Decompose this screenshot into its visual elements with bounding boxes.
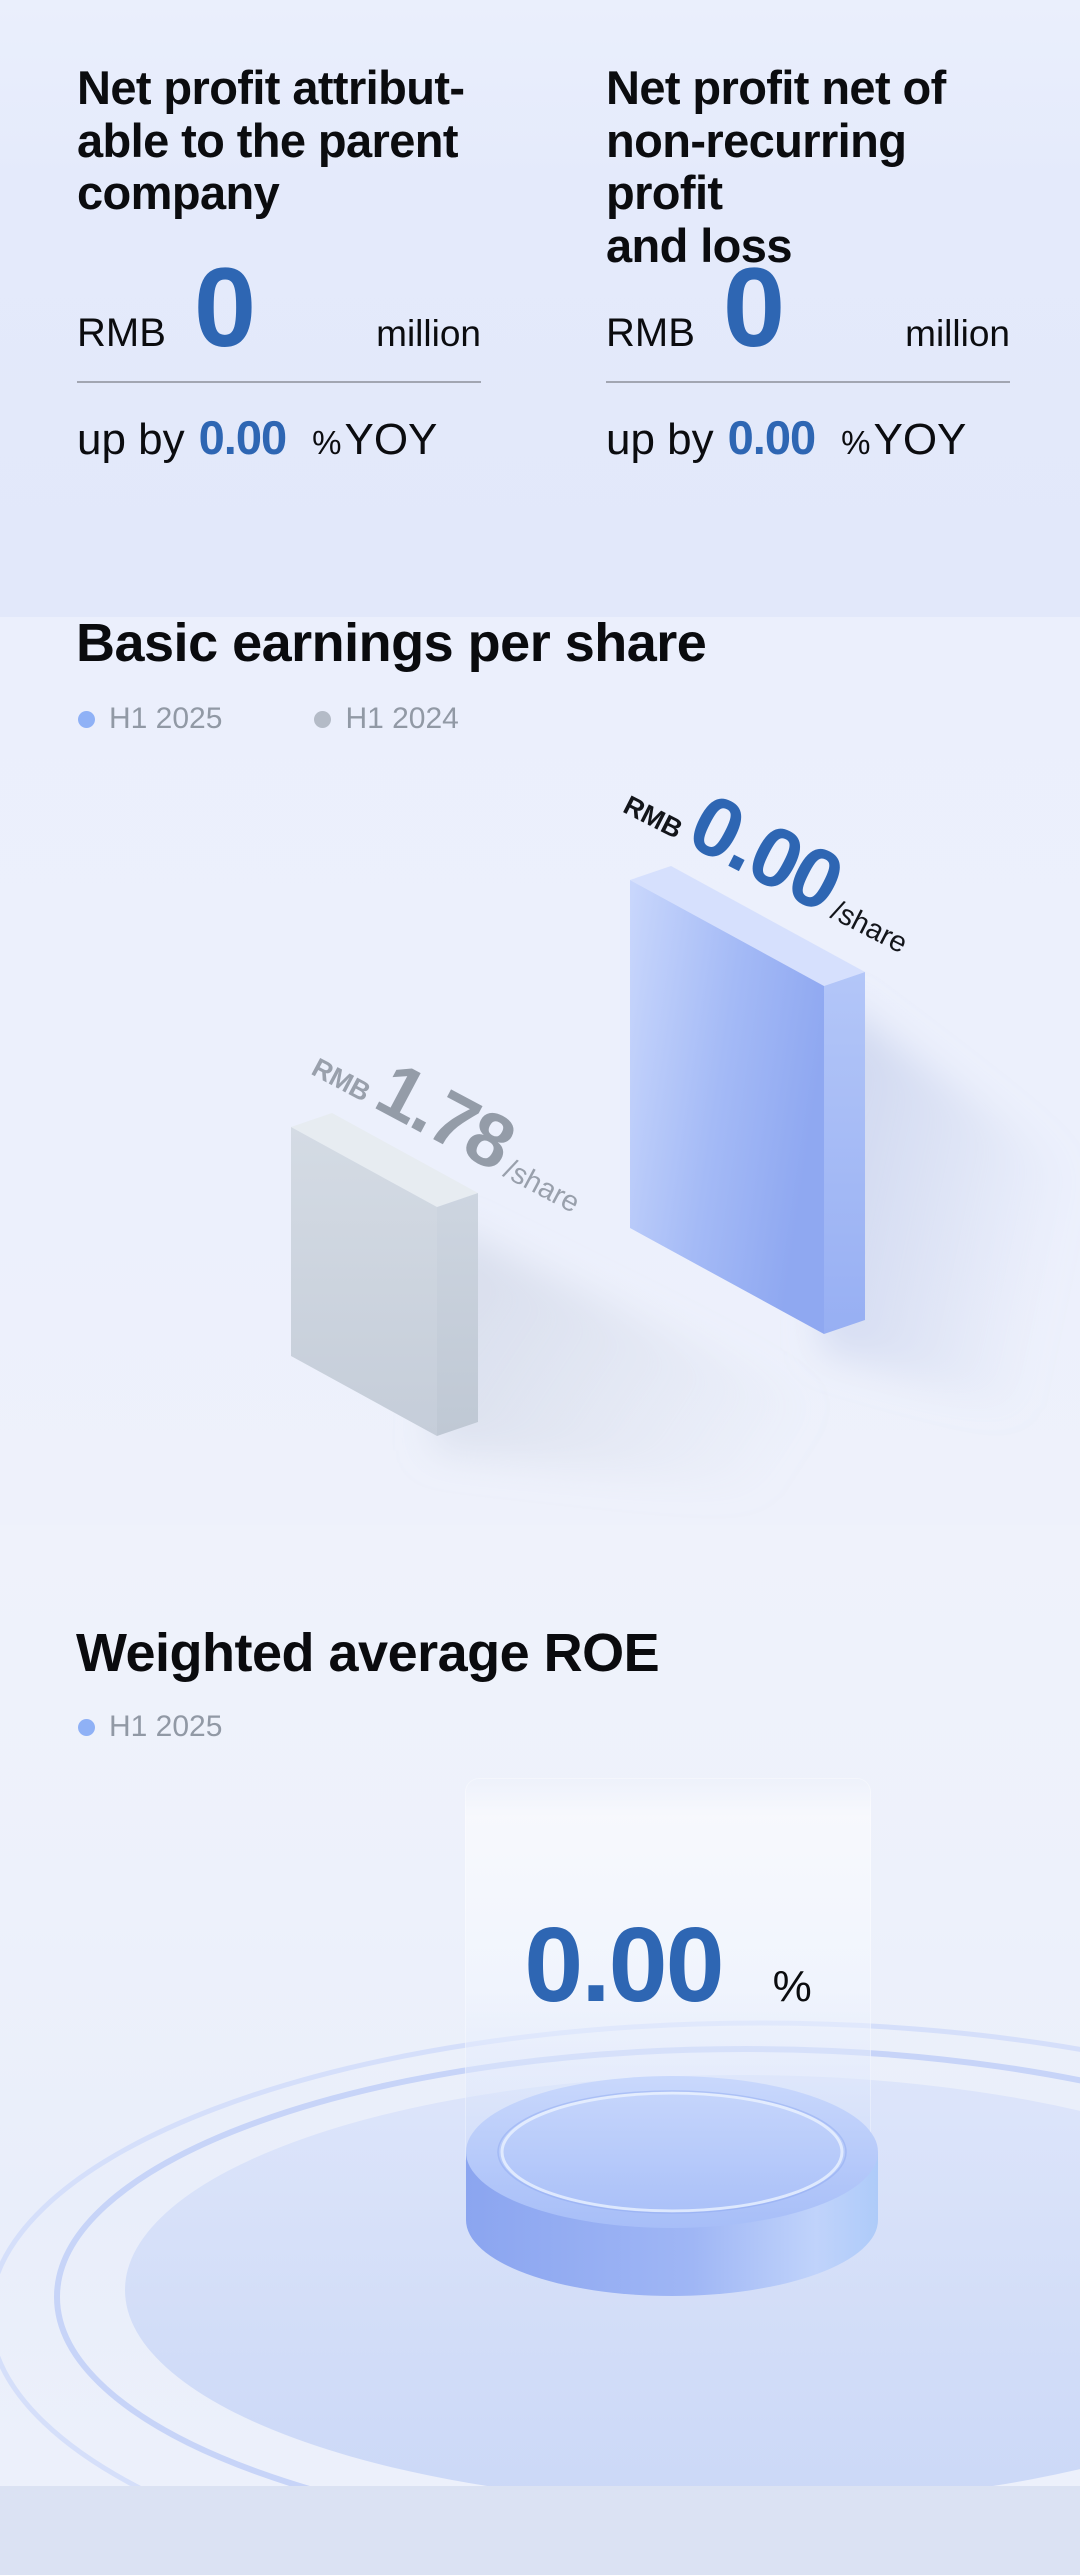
roe-chart-title: Weighted average ROE: [76, 1623, 660, 1683]
divider-line: [606, 381, 1010, 383]
percent-sign: %: [841, 424, 871, 461]
legend-item-h1-2025: H1 2025: [78, 702, 222, 736]
unit-label: million: [376, 313, 481, 354]
legend-item-h1-2025: H1 2025: [78, 1710, 222, 1744]
eps-chart-title: Basic earnings per share: [76, 613, 707, 673]
eps-legend: H1 2025 H1 2024: [78, 702, 459, 736]
gray-bar-shadow: [432, 1225, 870, 1497]
footer-band: [0, 2486, 1080, 2575]
disc-inner-ring: [500, 2091, 844, 2213]
roe-value-group: 0.00 %: [465, 1912, 871, 2032]
legend-label: H1 2025: [109, 1710, 223, 1743]
percent-sign: %: [312, 424, 342, 461]
legend-label: H1 2024: [345, 702, 459, 735]
blue-bar-shadow: [820, 1000, 1080, 1432]
legend-dot-blue-icon: [78, 710, 95, 728]
change-value: 0.00: [198, 411, 287, 464]
unit-label: million: [905, 313, 1010, 354]
currency-label: RMB: [307, 1052, 376, 1108]
legend-item-h1-2024: H1 2024: [314, 702, 459, 736]
change-value: 0.00: [727, 411, 816, 464]
currency-label: RMB: [618, 789, 688, 845]
stat-title: Net profit attribut- able to the parent …: [77, 61, 465, 220]
roe-disc: [466, 2076, 878, 2296]
bar-h1-2025: [630, 866, 865, 1334]
roe-value: 0.00: [524, 1906, 724, 2024]
legend-dot-gray-icon: [314, 710, 332, 728]
bar-h1-2024: [291, 1113, 478, 1436]
stat-change-row: up by 0.00 % YOY: [606, 410, 966, 465]
percent-sign: %: [772, 1962, 812, 2011]
legend-label: H1 2025: [109, 702, 223, 735]
change-suffix: YOY: [344, 415, 438, 464]
divider-line: [77, 381, 481, 383]
eps-3d-bar-chart: [291, 866, 1080, 1497]
disc: [466, 2076, 878, 2296]
stat-net-profit-parent: Net profit attribut- able to the parent …: [77, 61, 481, 542]
currency-label: RMB: [77, 311, 166, 355]
stat-value: 0: [722, 245, 785, 370]
currency-label: RMB: [606, 311, 695, 355]
change-prefix: up by: [606, 415, 714, 464]
stat-value: 0: [193, 245, 256, 370]
change-suffix: YOY: [873, 415, 967, 464]
legend-dot-blue-icon: [78, 1718, 95, 1736]
stat-value-row: RMB 0 million: [606, 252, 1010, 364]
stat-title: Net profit net of non-recurring profit a…: [606, 61, 946, 272]
change-prefix: up by: [77, 415, 185, 464]
stat-value-row: RMB 0 million: [77, 252, 481, 364]
top-stats-section-background: [0, 0, 1080, 617]
stat-net-profit-non-recurring: Net profit net of non-recurring profit a…: [606, 61, 1010, 542]
roe-legend: H1 2025: [78, 1710, 222, 1744]
stat-change-row: up by 0.00 % YOY: [77, 410, 437, 465]
